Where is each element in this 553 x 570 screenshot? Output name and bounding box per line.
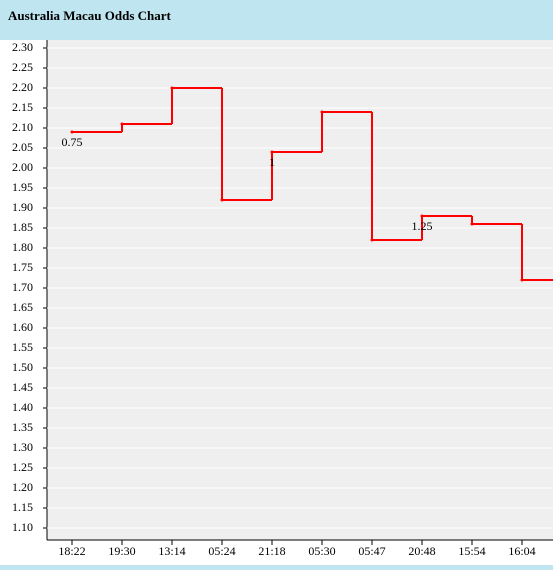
y-tick-label: 1.80 [12, 240, 33, 254]
x-tick-label: 05:24 [208, 544, 235, 558]
point [520, 278, 524, 282]
y-tick-label: 1.75 [12, 260, 33, 274]
y-tick-label: 1.90 [12, 200, 33, 214]
y-tick-label: 2.10 [12, 120, 33, 134]
point [220, 198, 224, 202]
x-tick-label: 13:14 [158, 544, 185, 558]
x-tick-label: 20:48 [408, 544, 435, 558]
handicap-label: 1.25 [412, 219, 433, 233]
y-tick-label: 1.30 [12, 440, 33, 454]
y-tick-label: 1.60 [12, 320, 33, 334]
y-tick-label: 2.20 [12, 80, 33, 94]
chart-title: Australia Macau Odds Chart [8, 8, 172, 23]
point [420, 214, 424, 218]
point [120, 122, 124, 126]
y-tick-label: 1.55 [12, 340, 33, 354]
y-tick-label: 1.50 [12, 360, 33, 374]
x-tick-label: 15:54 [458, 544, 485, 558]
x-tick-label: 05:47 [358, 544, 385, 558]
y-tick-label: 1.40 [12, 400, 33, 414]
plot-area [47, 40, 553, 540]
handicap-label: 1 [269, 155, 275, 169]
y-tick-label: 2.25 [12, 60, 33, 74]
y-tick-label: 1.85 [12, 220, 33, 234]
y-tick-label: 1.95 [12, 180, 33, 194]
point [270, 150, 274, 154]
y-tick-label: 2.00 [12, 160, 33, 174]
handicap-label: 0.75 [62, 135, 83, 149]
y-tick-label: 2.30 [12, 40, 33, 54]
x-tick-label: 05:30 [308, 544, 335, 558]
y-tick-label: 1.20 [12, 480, 33, 494]
point [470, 222, 474, 226]
y-tick-label: 1.10 [12, 520, 33, 534]
y-tick-label: 1.65 [12, 300, 33, 314]
y-tick-label: 2.15 [12, 100, 33, 114]
y-tick-label: 1.15 [12, 500, 33, 514]
y-tick-label: 1.45 [12, 380, 33, 394]
y-tick-label: 1.25 [12, 460, 33, 474]
point [320, 110, 324, 114]
y-tick-label: 1.35 [12, 420, 33, 434]
x-tick-label: 18:22 [58, 544, 85, 558]
point [370, 238, 374, 242]
y-tick-label: 1.70 [12, 280, 33, 294]
y-tick-label: 2.05 [12, 140, 33, 154]
x-tick-label: 16:04 [508, 544, 535, 558]
x-tick-label: 19:30 [108, 544, 135, 558]
point [70, 130, 74, 134]
x-tick-label: 21:18 [258, 544, 285, 558]
header [0, 0, 553, 40]
point [170, 86, 174, 90]
